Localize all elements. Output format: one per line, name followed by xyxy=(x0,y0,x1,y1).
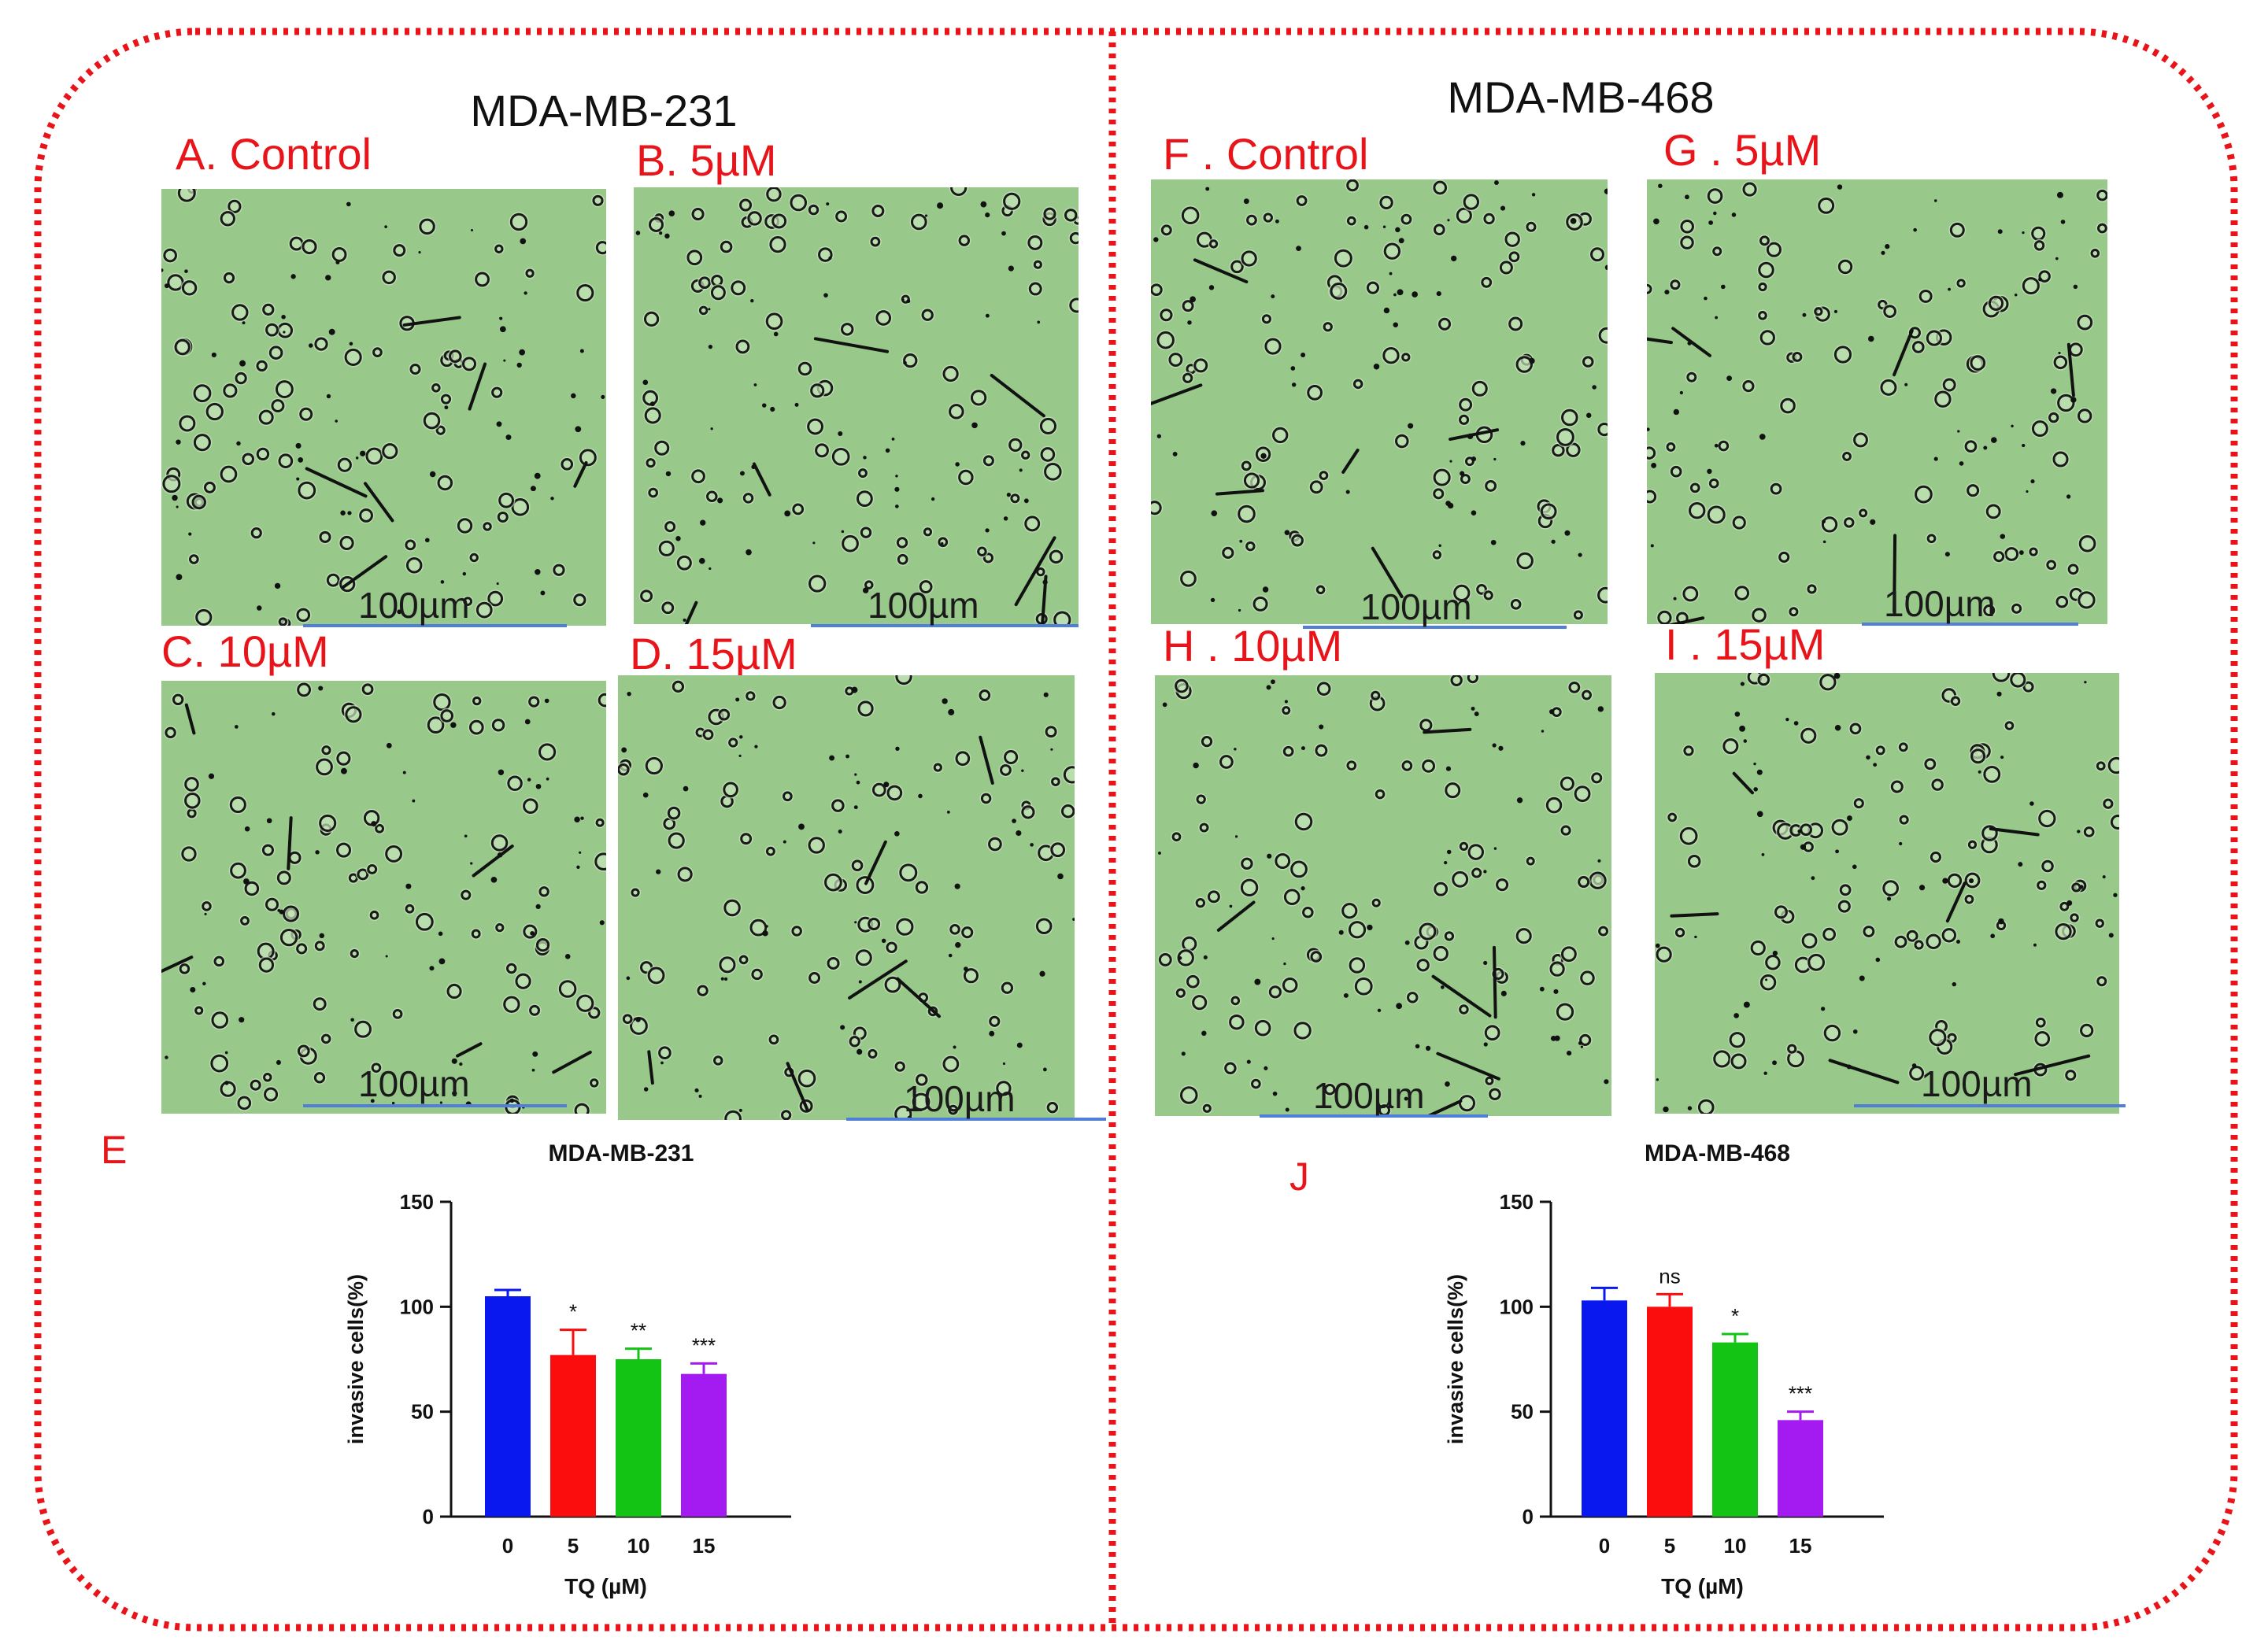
micrograph-c xyxy=(161,681,606,1114)
bar-chart-mda-mb-231: MDA-MB-231 0 50 100 150 invasive cells(%) 0 * 5 *… xyxy=(344,1140,791,1598)
panel-label-a: A. Control xyxy=(176,129,372,179)
left-section-title: MDA-MB-231 xyxy=(470,86,737,135)
right-section-title: MDA-MB-468 xyxy=(1447,72,1714,122)
scale-label-g: 100µm xyxy=(1884,583,1996,624)
right-bar-5 xyxy=(1647,1306,1693,1517)
right-significance-15: *** xyxy=(1789,1382,1812,1406)
left-bar-0 xyxy=(485,1296,531,1517)
left-x-tick-label: 10 xyxy=(627,1534,650,1558)
left-x-axis-label: TQ (µM) xyxy=(564,1574,647,1598)
left-bar-10 xyxy=(616,1359,661,1517)
micrograph-b xyxy=(634,187,1079,624)
scale-label-d: 100µm xyxy=(904,1078,1016,1119)
scale-bar-b: 100µm xyxy=(811,585,1079,627)
scale-bar-i: 100µm xyxy=(1854,1063,2126,1107)
scale-bar-a: 100µm xyxy=(303,585,567,627)
right-chart-title: MDA-MB-468 xyxy=(1645,1140,1790,1166)
left-y-tick-label: 50 xyxy=(411,1400,434,1424)
chart-letter-j: J xyxy=(1289,1155,1309,1199)
right-x-tick-label: 0 xyxy=(1599,1534,1610,1558)
left-y-tick-label: 0 xyxy=(423,1505,434,1528)
left-y-tick-label: 150 xyxy=(400,1190,434,1214)
scale-label-b: 100µm xyxy=(868,585,979,626)
micrograph-f xyxy=(1151,179,1608,624)
scale-bar-g: 100µm xyxy=(1862,583,2078,626)
right-x-tick-label: 10 xyxy=(1724,1534,1747,1558)
panel-label-b: B. 5µM xyxy=(636,135,777,185)
panel-label-h: H . 10µM xyxy=(1163,621,1342,671)
right-y-tick-label: 100 xyxy=(1500,1295,1534,1318)
left-x-tick-label: 0 xyxy=(502,1534,513,1558)
right-y-axis-label: invasive cells(%) xyxy=(1444,1274,1467,1444)
right-bar-15 xyxy=(1778,1420,1823,1517)
left-significance-10: ** xyxy=(631,1319,646,1343)
left-y-tick-label: 100 xyxy=(400,1295,434,1318)
chart-letter-e: E xyxy=(101,1128,127,1172)
scale-bar-d: 100µm xyxy=(846,1078,1106,1121)
scale-label-i: 100µm xyxy=(1921,1063,2033,1104)
panel-label-g: G . 5µM xyxy=(1663,125,1821,175)
left-bar-15 xyxy=(681,1373,727,1517)
left-chart-title: MDA-MB-231 xyxy=(548,1140,694,1166)
micrograph-h xyxy=(1155,675,1611,1116)
scale-bar-c: 100µm xyxy=(303,1063,567,1107)
micrograph-i xyxy=(1655,673,2119,1114)
outer-frame xyxy=(34,28,2238,1632)
right-x-tick-label: 5 xyxy=(1664,1534,1675,1558)
right-x-axis-label: TQ (µM) xyxy=(1661,1574,1744,1598)
scale-bar-f: 100µm xyxy=(1303,586,1567,629)
scale-label-h: 100µm xyxy=(1313,1075,1425,1116)
scale-label-a: 100µm xyxy=(358,585,470,626)
panel-label-d: D. 15µM xyxy=(630,629,797,678)
right-y-tick-label: 50 xyxy=(1511,1400,1534,1424)
right-significance-5: ns xyxy=(1659,1264,1680,1288)
left-bar-5 xyxy=(550,1354,596,1517)
micrograph-g xyxy=(1647,179,2107,624)
left-significance-5: * xyxy=(569,1300,577,1324)
panel-label-f: F . Control xyxy=(1163,129,1368,179)
scale-label-f: 100µm xyxy=(1360,586,1472,627)
left-y-axis-label: invasive cells(%) xyxy=(344,1274,368,1444)
left-significance-15: *** xyxy=(692,1333,716,1357)
right-significance-10: * xyxy=(1731,1304,1739,1328)
bar-chart-mda-mb-468: MDA-MB-468 0 50 100 150 invasive cells(%) 0 ns 5… xyxy=(1444,1140,1884,1598)
micrograph-d xyxy=(618,675,1075,1120)
scale-bar-h: 100µm xyxy=(1260,1075,1488,1118)
micrograph-a xyxy=(161,189,606,626)
left-x-tick-label: 15 xyxy=(693,1534,716,1558)
left-x-tick-label: 5 xyxy=(568,1534,579,1558)
right-bar-10 xyxy=(1712,1342,1758,1517)
panel-label-i: I . 15µM xyxy=(1665,619,1825,669)
panel-label-c: C. 10µM xyxy=(161,626,329,676)
right-bar-0 xyxy=(1582,1300,1627,1517)
right-y-tick-label: 150 xyxy=(1500,1190,1534,1214)
right-x-tick-label: 15 xyxy=(1789,1534,1812,1558)
scale-label-c: 100µm xyxy=(358,1063,470,1104)
right-y-tick-label: 0 xyxy=(1523,1505,1534,1528)
